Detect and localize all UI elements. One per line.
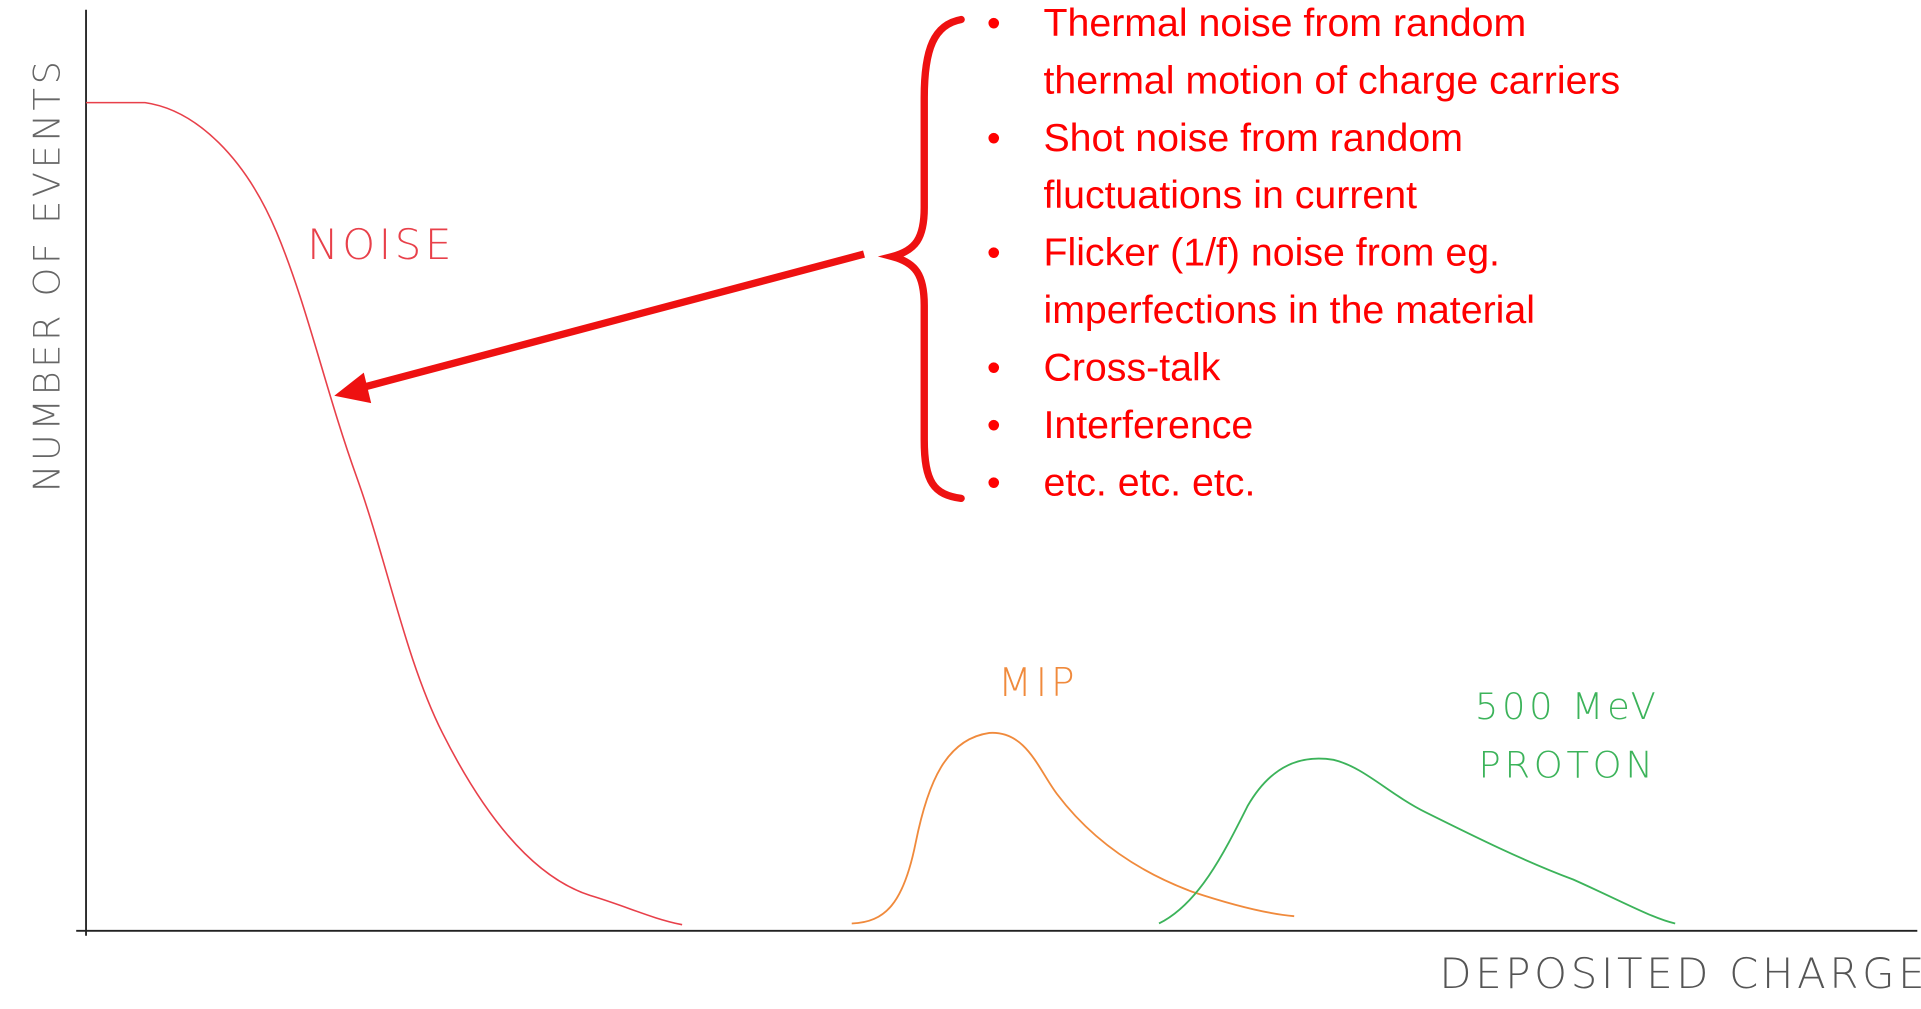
- bullet-dot: •: [987, 117, 1001, 160]
- proton-curve: [1158, 757, 1676, 925]
- proton-label: PROTON: [1479, 744, 1657, 787]
- bullet-dot: •: [987, 2, 1001, 45]
- brace: [877, 15, 965, 503]
- bullet-dot: •: [987, 461, 1001, 504]
- noise-source-list: • Thermal noise from random thermal motion…: [987, 2, 1620, 504]
- noise-source-text: fluctuations in current: [1043, 174, 1417, 217]
- mip-label: MIP: [998, 661, 1078, 706]
- noise-source-text: thermal motion of charge carriers: [1043, 59, 1620, 102]
- bullet-dot: •: [987, 347, 1001, 390]
- proton-label: 500 MeV: [1475, 685, 1660, 728]
- noise-source-text: Flicker (1/f) noise from eg.: [1043, 232, 1500, 275]
- bullet-dot: •: [987, 232, 1001, 275]
- noise-curve: [86, 101, 683, 926]
- noise-source-text: Cross-talk: [1043, 347, 1220, 390]
- noise-source-text: Interference: [1043, 404, 1253, 447]
- arrow-shaft: [357, 250, 865, 392]
- noise-label: NOISE: [307, 220, 455, 269]
- noise-source-text: etc. etc. etc.: [1043, 461, 1255, 504]
- bullet-dot: •: [987, 404, 1001, 447]
- noise-source-text: Shot noise from random: [1043, 117, 1462, 160]
- noise-source-text: imperfections in the material: [1043, 289, 1535, 332]
- mip-curve: [851, 732, 1295, 925]
- y-axis-label: NUMBER OF EVENTS: [26, 58, 69, 493]
- noise-source-text: Thermal noise from random: [1043, 2, 1526, 45]
- x-axis-label: DEPOSITED CHARGE: [1439, 949, 1921, 998]
- arrow-head: [334, 372, 372, 404]
